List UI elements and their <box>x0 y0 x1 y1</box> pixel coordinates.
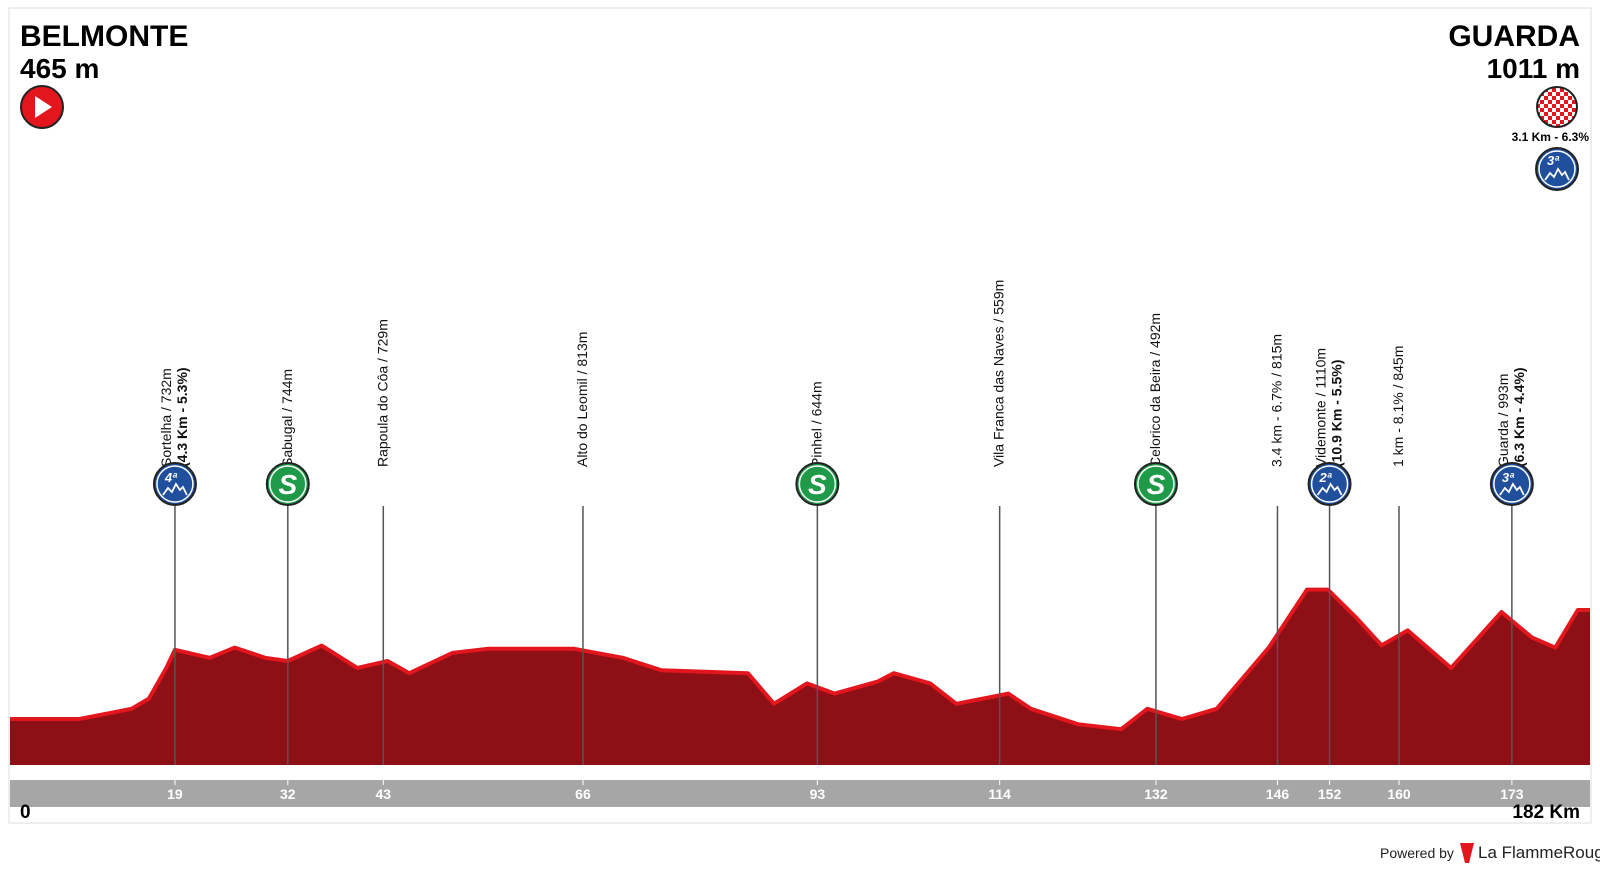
badge-ring <box>269 465 307 503</box>
frame <box>8 7 1592 824</box>
x-tick-label: 152 <box>1318 786 1342 802</box>
marker-label: Pinhel / 644m <box>808 381 824 467</box>
badge-ring <box>1310 465 1349 503</box>
marker-label: 1 km - 8.1% / 845m <box>1390 346 1406 467</box>
x-tick-label: 93 <box>810 786 826 802</box>
start-icon <box>20 85 64 129</box>
badge-mountain <box>1499 482 1525 496</box>
profile-line <box>10 587 1590 732</box>
marker-label: Celorico da Beira / 492m <box>1147 313 1163 467</box>
marker-detail: (10.9 Km - 5.5%) <box>1329 360 1345 467</box>
x-end-label: 182 Km <box>1512 802 1580 823</box>
badge-text: S <box>1147 469 1166 500</box>
x-tick-label: 32 <box>280 786 296 802</box>
badge-text: 3ª <box>1502 470 1515 485</box>
marker-detail: (6.3 Km - 4.4%) <box>1511 367 1527 467</box>
x-tick-label: 19 <box>167 786 183 802</box>
badge-text: 2ª <box>1319 470 1333 485</box>
x-tick-label: 132 <box>1144 786 1168 802</box>
marker-label: Sortelha / 732m <box>158 368 174 467</box>
badge-text: S <box>278 469 297 500</box>
finish-climb: 3.1 Km - 6.3% <box>1512 130 1590 144</box>
badge <box>265 462 310 506</box>
badge-text: 4ª <box>164 470 178 485</box>
badge-mountain <box>1316 482 1343 496</box>
finish-icon <box>1536 86 1578 128</box>
marker-label: Rapoula do Côa / 729m <box>374 319 390 467</box>
marker-label: Videmonte / 1110m <box>1313 348 1329 467</box>
x-end-label: 0 <box>20 802 31 823</box>
badge-mountain <box>162 482 188 496</box>
badge <box>795 462 840 506</box>
x-tick-label: 43 <box>376 786 392 802</box>
badge-text: 3ª <box>1547 153 1560 168</box>
x-tick-label: 146 <box>1266 786 1290 802</box>
badge-ring <box>1493 465 1531 503</box>
badge-ring <box>1137 465 1175 503</box>
brand: La FlammeRouge <box>1478 843 1600 862</box>
start-name: BELMONTE <box>20 20 188 53</box>
km-band <box>10 780 1590 807</box>
x-tick-label: 173 <box>1500 786 1524 802</box>
x-tick-label: 160 <box>1387 786 1411 802</box>
x-tick-label: 114 <box>988 786 1011 802</box>
badge-ring <box>156 465 194 503</box>
marker-label: Guarda / 993m <box>1495 374 1511 467</box>
badge-text: S <box>808 469 827 500</box>
marker-label: Vila Franca das Naves / 559m <box>991 280 1007 467</box>
finish-badge: 3ª <box>1535 147 1579 191</box>
badge-ring <box>798 465 837 503</box>
marker-detail: (4.3 Km - 5.3%) <box>174 367 190 467</box>
marker-label: 3.4 km - 6.7% / 815m <box>1268 334 1284 467</box>
marker-label: Alto do Leomil / 813m <box>574 332 590 467</box>
finish-elevation: 1011 m <box>1487 53 1580 84</box>
brand-logo <box>1460 843 1474 863</box>
badge <box>1133 462 1178 506</box>
area-fill <box>10 589 1590 765</box>
marker-label: Sabugal / 744m <box>279 369 295 467</box>
start-elevation: 465 m <box>20 53 99 84</box>
x-tick-label: 66 <box>575 786 591 802</box>
powered-by: Powered by <box>1380 845 1454 861</box>
finish-name: GUARDA <box>1448 20 1580 53</box>
